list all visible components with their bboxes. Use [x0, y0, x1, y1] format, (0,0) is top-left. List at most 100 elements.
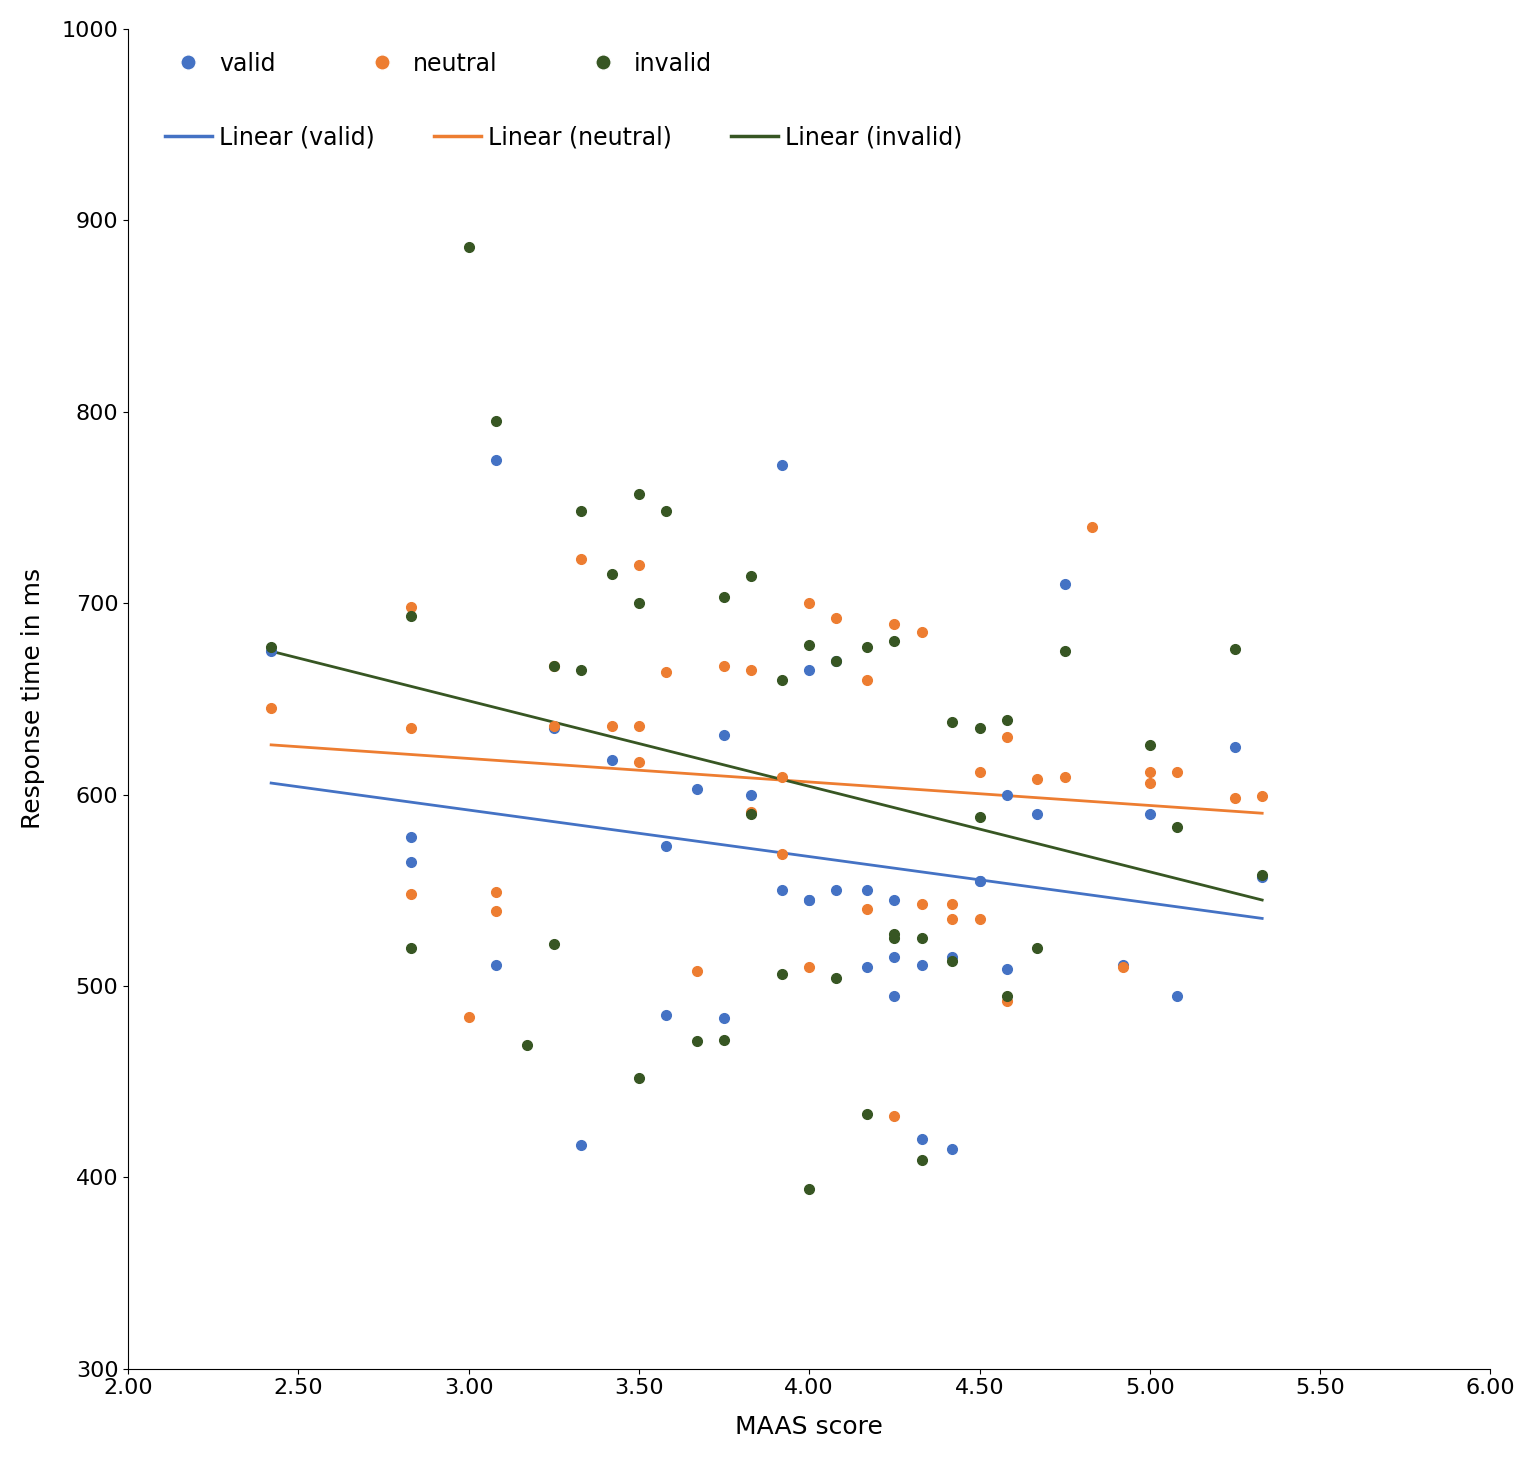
Point [1111, 955, 1135, 978]
Point [940, 710, 965, 733]
Point [856, 669, 880, 692]
Point [456, 235, 481, 258]
Point [968, 715, 992, 739]
Point [968, 907, 992, 930]
Point [994, 783, 1018, 806]
Point [654, 499, 679, 523]
Point [825, 607, 849, 631]
Point [1138, 733, 1163, 756]
Point [739, 802, 763, 825]
Point [484, 410, 508, 434]
Point [398, 825, 422, 848]
Point [685, 777, 710, 800]
Point [568, 1133, 593, 1156]
Point [260, 696, 284, 720]
Point [1250, 866, 1275, 889]
Point [770, 454, 794, 477]
Point [542, 654, 567, 677]
Point [542, 714, 567, 737]
Point [882, 984, 906, 1007]
Point [1164, 759, 1189, 783]
Point [568, 548, 593, 571]
Point [1223, 638, 1247, 661]
Point [260, 635, 284, 658]
Point [882, 629, 906, 653]
Point [994, 726, 1018, 749]
Point [599, 562, 624, 585]
Point [994, 708, 1018, 731]
Point [770, 879, 794, 902]
Point [770, 765, 794, 788]
Point [1138, 759, 1163, 783]
Point [968, 806, 992, 829]
Point [1111, 953, 1135, 977]
Point [711, 724, 736, 748]
Point [770, 842, 794, 866]
Point [940, 949, 965, 972]
Point [968, 869, 992, 892]
Point [627, 482, 651, 505]
Point [968, 759, 992, 783]
Point [711, 654, 736, 677]
Point [1025, 802, 1049, 825]
Point [940, 1137, 965, 1161]
Point [568, 499, 593, 523]
Point [739, 800, 763, 823]
Point [994, 990, 1018, 1013]
Point [797, 888, 822, 911]
Point [856, 879, 880, 902]
Point [711, 1028, 736, 1051]
Point [968, 869, 992, 892]
Point [627, 750, 651, 774]
Point [739, 783, 763, 806]
Point [398, 715, 422, 739]
Point [568, 658, 593, 682]
Point [484, 448, 508, 472]
Point [856, 898, 880, 921]
Point [882, 613, 906, 637]
Point [882, 927, 906, 950]
Point [542, 715, 567, 739]
Point [797, 591, 822, 615]
Point [825, 879, 849, 902]
Point [882, 888, 906, 911]
Point [1250, 785, 1275, 809]
Point [398, 596, 422, 619]
Point [825, 648, 849, 672]
Point [627, 591, 651, 615]
Point [1025, 768, 1049, 791]
Point [1138, 771, 1163, 794]
Point [882, 946, 906, 969]
Point [909, 620, 934, 644]
Point [994, 956, 1018, 980]
Point [1223, 787, 1247, 810]
Point [484, 880, 508, 904]
Point [940, 946, 965, 969]
Point [711, 1007, 736, 1031]
Point [1138, 802, 1163, 825]
Point [797, 658, 822, 682]
Point [739, 565, 763, 588]
Point [1164, 984, 1189, 1007]
Point [1223, 734, 1247, 758]
Point [940, 892, 965, 915]
Point [797, 888, 822, 911]
Point [1052, 639, 1077, 663]
Point [599, 749, 624, 772]
Point [1080, 515, 1104, 539]
Y-axis label: Response time in ms: Response time in ms [22, 568, 45, 829]
Point [770, 962, 794, 986]
Point [856, 635, 880, 658]
Point [398, 882, 422, 905]
Point [542, 654, 567, 677]
Point [542, 931, 567, 955]
Point [685, 959, 710, 983]
Point [627, 1066, 651, 1089]
Point [909, 1127, 934, 1150]
Point [685, 1029, 710, 1053]
Point [739, 658, 763, 682]
Point [1164, 815, 1189, 838]
Point [1052, 765, 1077, 788]
Point [825, 648, 849, 672]
Point [627, 714, 651, 737]
